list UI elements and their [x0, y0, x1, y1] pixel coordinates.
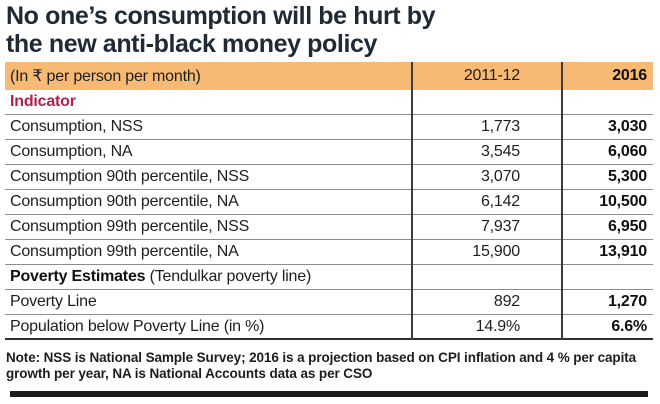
- col-header-2016: 2016: [612, 67, 647, 84]
- value-2011: 7,937: [480, 218, 520, 235]
- value-2011: 3,070: [480, 168, 520, 185]
- row-label: Poverty Line: [10, 293, 97, 310]
- value-2016: 10,500: [599, 193, 647, 210]
- row-label: Consumption 90th percentile, NA: [10, 193, 239, 210]
- table-row-consumption-na: Consumption, NA 3,545 6,060: [5, 140, 653, 165]
- page-title-line1: No one’s consumption will be hurt by: [6, 2, 436, 30]
- table-row-population-below-poverty: Population below Poverty Line (in %) 14.…: [5, 315, 653, 340]
- unit-label: (In ₹ per person per month): [10, 68, 201, 85]
- row-label: Consumption 99th percentile, NSS: [10, 218, 250, 235]
- value-2016: 6.6%: [611, 317, 647, 335]
- row-label: Population below Poverty Line (in %): [10, 317, 265, 335]
- table-row-indicator: Indicator: [5, 90, 653, 115]
- row-label: Indicator: [10, 93, 76, 110]
- value-2011: 6,142: [480, 193, 520, 210]
- row-label: Poverty Estimates (Tendulkar poverty lin…: [10, 268, 312, 285]
- value-2016: 6,950: [607, 218, 647, 235]
- row-label: Consumption, NA: [10, 143, 133, 160]
- consumption-table: (In ₹ per person per month) 2011-12 2016…: [5, 62, 653, 340]
- value-2016: 6,060: [607, 143, 647, 160]
- value-2016: 1,270: [607, 293, 647, 310]
- table-row-consumption-99th-nss: Consumption 99th percentile, NSS 7,937 6…: [5, 215, 653, 240]
- value-2016: 3,030: [607, 118, 647, 135]
- row-label: Consumption, NSS: [10, 118, 143, 135]
- bottom-rule: [10, 391, 648, 397]
- table-row-consumption-90th-na: Consumption 90th percentile, NA 6,142 10…: [5, 190, 653, 215]
- value-2016: 5,300: [607, 168, 647, 185]
- row-label: Consumption 90th percentile, NSS: [10, 168, 250, 185]
- page-title: No one’s consumption will be hurt by the …: [6, 2, 660, 58]
- value-2011: 3,545: [480, 143, 520, 160]
- value-2016: 13,910: [599, 243, 647, 260]
- row-label: Consumption 99th percentile, NA: [10, 243, 239, 260]
- table-row-consumption-90th-nss: Consumption 90th percentile, NSS 3,070 5…: [5, 165, 653, 190]
- value-2011: 14.9%: [475, 317, 521, 335]
- table-row-consumption-99th-na: Consumption 99th percentile, NA 15,900 1…: [5, 240, 653, 265]
- column-divider-left: [411, 62, 413, 340]
- col-header-2011-12: 2011-12: [463, 67, 520, 84]
- table-row-poverty-line: Poverty Line 892 1,270: [5, 290, 653, 315]
- value-2011: 892: [493, 293, 520, 310]
- page-title-line2: the new anti-black money policy: [6, 30, 378, 58]
- table-row-poverty-estimates: Poverty Estimates (Tendulkar poverty lin…: [5, 265, 653, 290]
- table-header-row: (In ₹ per person per month) 2011-12 2016: [5, 62, 653, 90]
- value-2011: 15,900: [472, 243, 520, 260]
- column-divider-right: [561, 62, 563, 340]
- footnote: Note: NSS is National Sample Survey; 201…: [6, 350, 637, 381]
- table-row-consumption-nss: Consumption, NSS 1,773 3,030: [5, 115, 653, 140]
- value-2011: 1,773: [480, 118, 520, 135]
